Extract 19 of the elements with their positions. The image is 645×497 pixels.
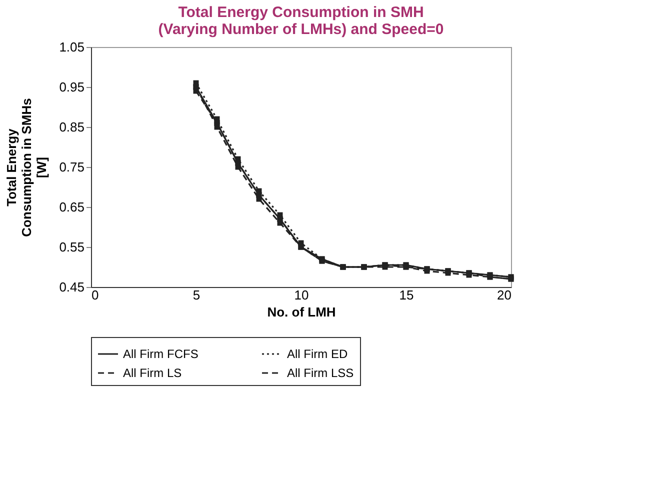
legend-label: All Firm LS [123, 366, 182, 380]
legend-label: All Firm LSS [287, 366, 354, 380]
x-tick-label: 5 [192, 288, 200, 302]
y-tick-label: 0.75 [59, 160, 84, 174]
x-tick-label: 10 [294, 288, 309, 302]
legend-label: All Firm ED [287, 347, 348, 361]
y-tick-label: 1.05 [59, 40, 84, 54]
x-tick-label: 20 [497, 288, 512, 302]
chart-title: Total Energy Consumption in SMH (Varying Number of LMHs) and Speed=0 [158, 4, 444, 38]
y-tick-label: 0.65 [59, 200, 84, 214]
legend-label: All Firm FCFS [123, 347, 198, 361]
x-axis-title: No. of LMH [267, 304, 336, 320]
y-tick-label: 0.85 [59, 120, 84, 134]
y-tick-label: 0.55 [59, 240, 84, 254]
y-tick-label: 0.45 [59, 280, 84, 294]
x-tick-label: 0 [92, 288, 99, 302]
y-tick-label: 0.95 [59, 80, 84, 94]
x-tick-label: 15 [399, 288, 414, 302]
y-axis-title: Total Energy Consumption in SMHs [W] [4, 98, 50, 237]
